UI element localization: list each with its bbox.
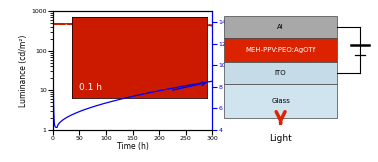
Text: Light: Light [269,134,292,143]
Text: Al: Al [277,24,284,30]
Bar [225,38,337,62]
Bar [225,16,337,38]
Bar [225,84,337,118]
X-axis label: Time (h): Time (h) [117,142,149,151]
Text: MEH-PPV:PEO:AgOTf: MEH-PPV:PEO:AgOTf [245,47,316,53]
Text: Glass: Glass [271,98,290,104]
Y-axis label: Voltage (V): Voltage (V) [229,49,238,92]
Text: ITO: ITO [275,70,287,76]
Y-axis label: Luminance (cd/m²): Luminance (cd/m²) [19,34,28,107]
Bar [225,62,337,84]
